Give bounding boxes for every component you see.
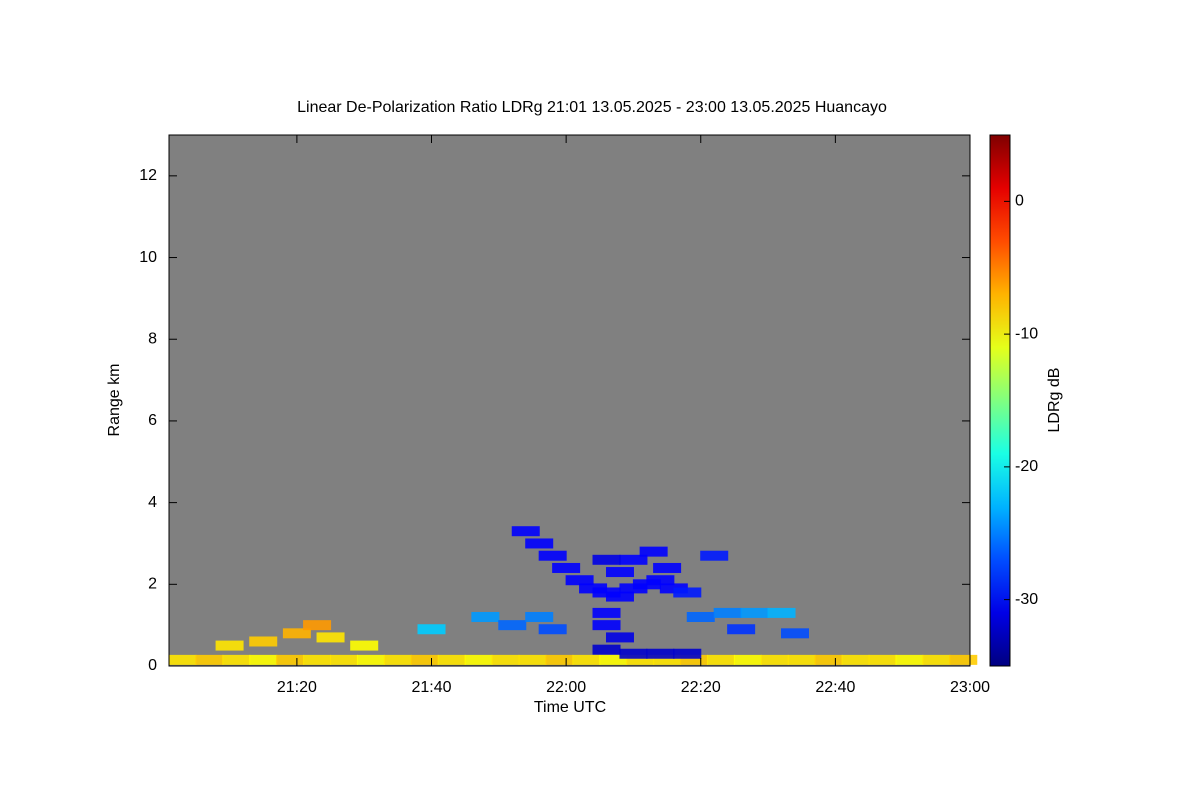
cell	[276, 654, 305, 665]
x-tick-label: 21:20	[277, 679, 317, 696]
colorbar-label: LDRg dB	[1046, 368, 1063, 433]
y-tick-label: 0	[148, 657, 157, 674]
x-tick-label: 21:40	[411, 679, 451, 696]
cell	[356, 654, 385, 665]
colorbar-tick-label: -10	[1015, 325, 1038, 342]
cell	[383, 654, 412, 665]
x-tick-label: 22:40	[815, 679, 855, 696]
colorbar-tick-label: -20	[1015, 458, 1038, 475]
cell	[249, 636, 278, 647]
cell	[195, 654, 224, 665]
cell	[733, 654, 762, 665]
cell	[868, 654, 897, 665]
chart-title: Linear De-Polarization Ratio LDRg 21:01 …	[297, 99, 887, 116]
cell	[760, 654, 789, 665]
cell	[895, 654, 924, 665]
cell	[538, 550, 567, 561]
cell	[168, 654, 197, 665]
cell	[592, 607, 621, 618]
colorbar-tick-label: 0	[1015, 193, 1024, 210]
cell	[706, 654, 735, 665]
x-tick-label: 22:00	[546, 679, 586, 696]
cell	[740, 607, 769, 618]
cell	[464, 654, 493, 665]
cell	[249, 654, 278, 665]
cell	[437, 654, 466, 665]
plot-frame	[168, 134, 971, 667]
cell	[767, 607, 796, 618]
x-tick-label: 23:00	[950, 679, 990, 696]
x-axis-label: Time UTC	[534, 699, 606, 716]
plot-background	[169, 135, 970, 666]
cell	[646, 575, 675, 586]
cell	[787, 654, 816, 665]
y-tick-label: 10	[139, 249, 157, 266]
y-tick-label: 2	[148, 576, 157, 593]
cell	[727, 624, 756, 635]
cell	[686, 611, 715, 622]
cell	[653, 654, 682, 665]
cell	[653, 562, 682, 573]
cell	[780, 628, 809, 639]
y-tick-label: 8	[148, 330, 157, 347]
cell	[330, 654, 359, 665]
cell	[673, 648, 702, 659]
cell	[592, 620, 621, 631]
cell	[215, 640, 244, 651]
cell	[841, 654, 870, 665]
cell	[592, 554, 621, 565]
cell	[619, 554, 648, 565]
cell	[814, 654, 843, 665]
colorbar	[989, 134, 1011, 667]
cell	[491, 654, 520, 665]
cell	[511, 526, 540, 537]
cell	[949, 654, 978, 665]
cell	[605, 632, 634, 643]
cell	[303, 620, 332, 631]
cell	[605, 567, 634, 578]
y-axis-label: Range km	[106, 364, 123, 437]
cell	[605, 591, 634, 602]
cell	[410, 654, 439, 665]
cell	[282, 628, 311, 639]
cell	[713, 607, 742, 618]
cell	[680, 654, 709, 665]
cell	[316, 632, 345, 643]
cell	[639, 546, 668, 557]
cell	[599, 654, 628, 665]
cell	[619, 648, 648, 659]
cell	[222, 654, 251, 665]
cell	[471, 611, 500, 622]
x-tick-label: 22:20	[681, 679, 721, 696]
cell	[565, 575, 594, 586]
cell	[700, 550, 729, 561]
cell	[922, 654, 951, 665]
cell	[498, 620, 527, 631]
y-tick-label: 6	[148, 412, 157, 429]
cell	[626, 654, 655, 665]
colorbar-tick-label: -30	[1015, 591, 1038, 608]
cell	[417, 624, 446, 635]
cell	[592, 644, 621, 655]
cell	[646, 648, 675, 659]
cell	[552, 562, 581, 573]
y-tick-label: 12	[139, 167, 157, 184]
cell	[572, 654, 601, 665]
cell	[518, 654, 547, 665]
cell	[303, 654, 332, 665]
cell	[545, 654, 574, 665]
cell	[673, 587, 702, 598]
cell	[350, 640, 379, 651]
cell	[538, 624, 567, 635]
cell	[525, 611, 554, 622]
cell	[525, 538, 554, 549]
y-tick-label: 4	[148, 494, 157, 511]
